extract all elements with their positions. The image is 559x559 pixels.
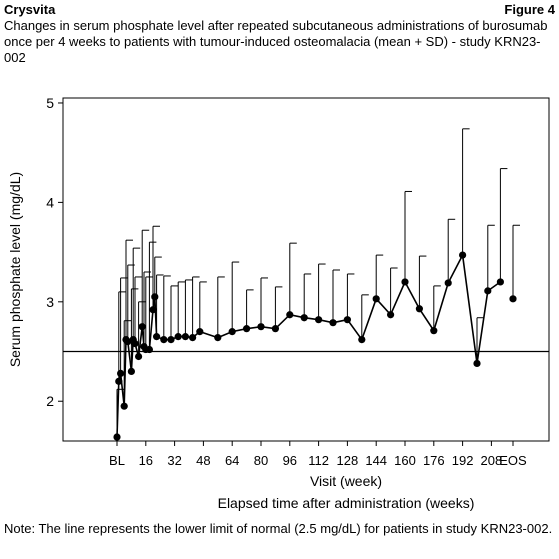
product-name: Crysvita bbox=[4, 2, 56, 17]
y-tick-label: 2 bbox=[46, 393, 54, 409]
x-tick-label: 128 bbox=[337, 453, 359, 468]
data-point bbox=[181, 333, 189, 341]
data-point bbox=[300, 314, 308, 322]
x-tick-label: 192 bbox=[452, 453, 474, 468]
data-point bbox=[115, 377, 123, 385]
x-tick-label: 144 bbox=[365, 453, 387, 468]
x-tick-label: BL bbox=[109, 453, 125, 468]
data-point bbox=[149, 306, 157, 314]
data-point bbox=[120, 402, 128, 410]
header-row: Crysvita Figure 4 bbox=[4, 2, 555, 17]
footnote: Note: The line represents the lower limi… bbox=[4, 521, 553, 536]
x-tick-label: 48 bbox=[196, 453, 210, 468]
data-point bbox=[496, 278, 504, 286]
y-tick-label: 3 bbox=[46, 294, 54, 310]
y-tick-label: 5 bbox=[46, 95, 54, 111]
x-tick-label: 80 bbox=[254, 453, 268, 468]
data-point bbox=[174, 333, 182, 341]
x-tick-label: EOS bbox=[499, 453, 527, 468]
data-point bbox=[151, 293, 159, 301]
data-point bbox=[459, 251, 467, 259]
data-point bbox=[430, 327, 438, 335]
data-point bbox=[444, 279, 452, 287]
data-point bbox=[167, 335, 175, 344]
data-point bbox=[343, 316, 351, 324]
figure-header: Crysvita Figure 4 Changes in serum phosp… bbox=[4, 2, 555, 66]
data-point bbox=[243, 325, 251, 333]
data-point bbox=[117, 369, 125, 377]
data-point bbox=[315, 316, 323, 324]
data-point bbox=[473, 359, 481, 368]
data-point bbox=[124, 337, 132, 346]
y-axis-title: Serum phosphate level (mg/dL) bbox=[7, 172, 23, 367]
data-point bbox=[138, 323, 146, 331]
figure-caption: Changes in serum phosphate level after r… bbox=[4, 18, 548, 65]
data-point bbox=[358, 335, 366, 344]
data-point bbox=[271, 325, 279, 333]
data-point bbox=[387, 311, 395, 319]
data-point bbox=[127, 367, 135, 376]
x-tick-label: 160 bbox=[394, 453, 416, 468]
data-point bbox=[415, 305, 423, 313]
x-tick-label: 64 bbox=[225, 453, 239, 468]
data-point bbox=[160, 335, 168, 344]
data-point bbox=[257, 323, 265, 331]
data-point bbox=[228, 328, 236, 336]
x-tick-label: 176 bbox=[423, 453, 445, 468]
data-point bbox=[214, 334, 222, 342]
x-tick-label: 16 bbox=[139, 453, 153, 468]
data-point bbox=[484, 287, 492, 295]
data-point bbox=[135, 352, 143, 361]
data-point bbox=[153, 333, 161, 341]
y-tick-label: 4 bbox=[46, 194, 54, 210]
data-point bbox=[286, 311, 294, 319]
x-tick-label: 32 bbox=[167, 453, 181, 468]
data-point bbox=[196, 328, 204, 336]
figure-label: Figure 4 bbox=[504, 2, 555, 17]
data-point bbox=[401, 278, 409, 286]
x-tick-label: 208 bbox=[481, 453, 503, 468]
x-tick-label: 112 bbox=[308, 453, 329, 468]
data-point bbox=[509, 295, 517, 303]
x-tick-label: 96 bbox=[283, 453, 297, 468]
data-point bbox=[189, 334, 197, 342]
x-axis-title: Visit (week) bbox=[310, 473, 382, 489]
data-point bbox=[145, 345, 153, 354]
x-axis-title-secondary: Elapsed time after administration (weeks… bbox=[218, 495, 475, 511]
plot-frame bbox=[62, 97, 550, 442]
data-point bbox=[372, 295, 380, 303]
data-point bbox=[131, 339, 139, 348]
data-point bbox=[113, 433, 121, 441]
series-line bbox=[116, 252, 501, 438]
data-point bbox=[329, 319, 337, 327]
